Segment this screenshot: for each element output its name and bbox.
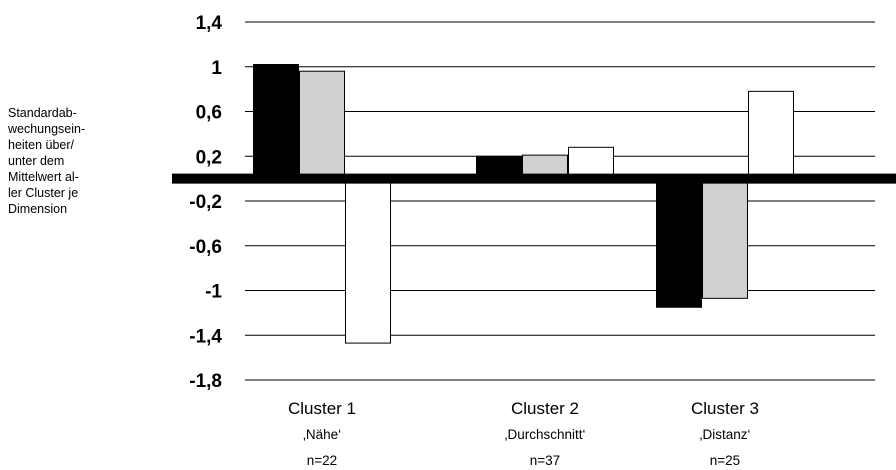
category-label: Cluster 2 — [511, 399, 579, 418]
y-tick-label: 0,2 — [196, 147, 222, 168]
category-sublabel: ‚Distanz‘ — [699, 427, 750, 442]
y-tick-label: 1,4 — [196, 13, 223, 34]
bar — [656, 178, 702, 308]
category-n-label: n=37 — [530, 453, 560, 468]
bar — [702, 178, 748, 299]
category-label: Cluster 3 — [691, 399, 759, 418]
y-axis-label: Standardab- wechungsein- heiten über/ un… — [8, 106, 86, 216]
bar — [299, 70, 345, 180]
y-tick-label: -1 — [205, 282, 222, 303]
bar — [253, 64, 299, 180]
category-n-label: n=22 — [307, 453, 337, 468]
y-tick-label: 0,6 — [196, 103, 222, 124]
category-label: Cluster 1 — [288, 399, 356, 418]
bar — [748, 90, 794, 180]
category-sublabel: ‚Durchschnitt‘ — [504, 427, 585, 442]
y-tick-label: -0,6 — [189, 237, 222, 258]
zero-baseline — [172, 173, 896, 184]
category-n-label: n=25 — [710, 453, 740, 468]
y-tick-label: -0,2 — [189, 192, 222, 213]
category-sublabel: ‚Nähe‘ — [303, 427, 341, 442]
y-tick-label: -1,8 — [189, 371, 222, 392]
y-tick-label: 1 — [211, 58, 222, 79]
y-tick-label: -1,4 — [189, 326, 222, 347]
bar — [345, 178, 391, 344]
